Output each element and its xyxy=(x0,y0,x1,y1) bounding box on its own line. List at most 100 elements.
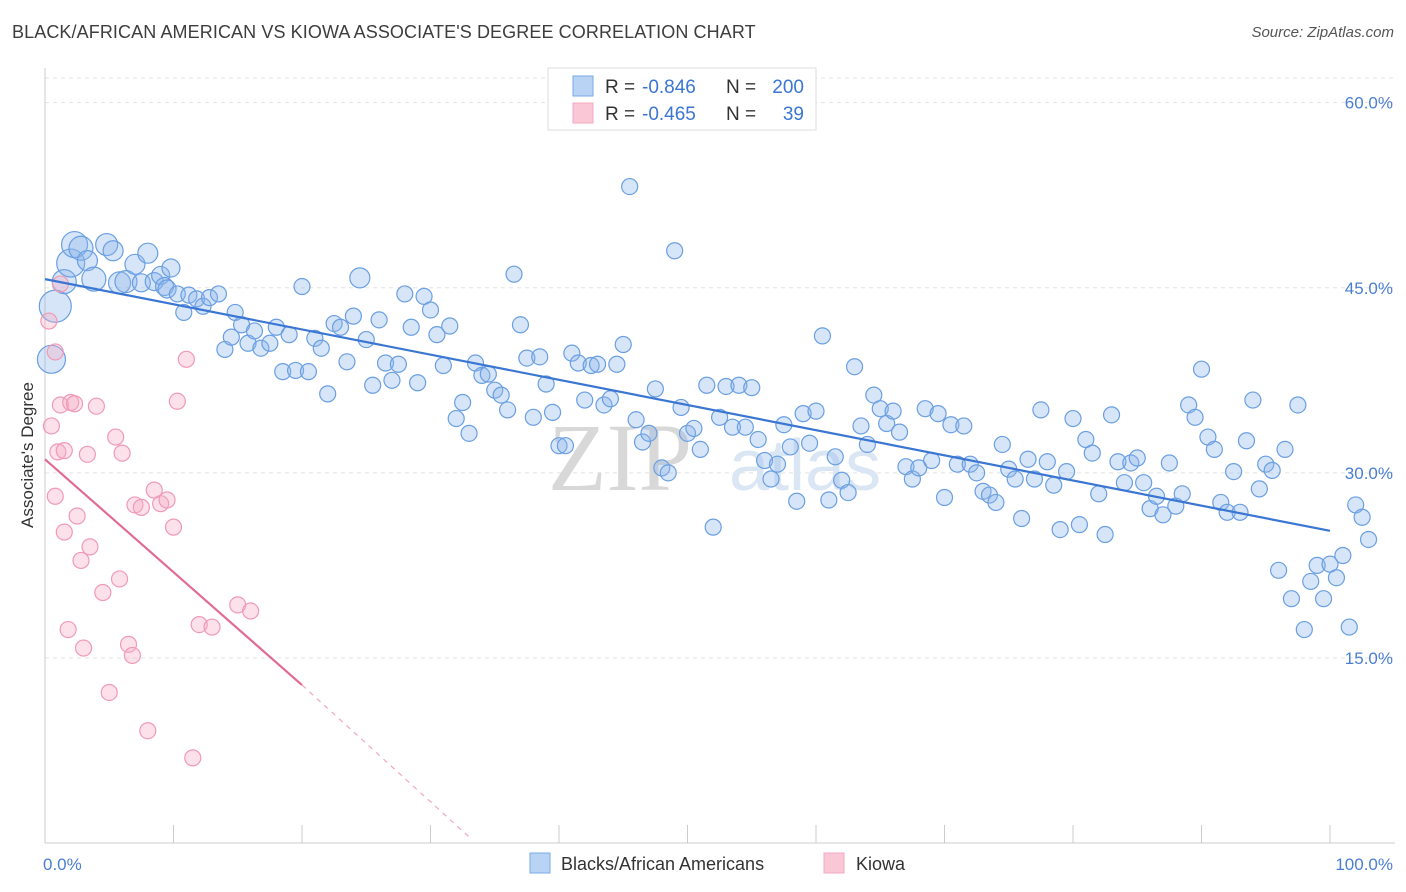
data-point-blacks xyxy=(56,248,86,278)
data-point-blacks xyxy=(1225,463,1243,481)
bottom-legend-label-blue: Blacks/African Americans xyxy=(561,854,764,874)
data-point-blacks xyxy=(1083,444,1101,462)
data-point-blacks xyxy=(524,408,542,426)
data-point-blacks xyxy=(614,335,632,354)
data-point-blacks xyxy=(1154,506,1172,524)
data-point-kiowa xyxy=(203,618,221,636)
data-point-blacks xyxy=(871,400,889,418)
data-point-blacks xyxy=(755,451,774,470)
data-point-blacks xyxy=(1314,590,1333,608)
data-point-kiowa xyxy=(51,396,70,414)
data-point-blacks xyxy=(1025,470,1044,488)
data-point-blacks xyxy=(1359,530,1378,549)
y-tick-label: 45.0% xyxy=(1345,279,1393,298)
data-point-blacks xyxy=(1327,569,1346,587)
data-point-blacks xyxy=(299,363,318,381)
x-tick-label: 100.0% xyxy=(1335,855,1393,874)
data-point-kiowa xyxy=(123,646,141,665)
data-point-blacks xyxy=(781,438,799,456)
data-point-blacks xyxy=(376,354,395,372)
data-point-blacks xyxy=(1353,508,1371,526)
tick-labels: 15.0% 30.0% 45.0% 60.0% 0.0% 100.0% xyxy=(43,94,1393,874)
data-point-blacks xyxy=(1282,590,1301,608)
data-point-blacks xyxy=(473,366,491,384)
data-point-kiowa xyxy=(81,538,99,556)
data-point-blacks xyxy=(646,380,664,398)
data-point-blacks xyxy=(370,311,388,329)
data-point-blacks xyxy=(1334,546,1352,565)
data-point-blacks xyxy=(1102,406,1121,424)
data-point-blacks xyxy=(601,390,620,408)
data-point-blacks xyxy=(1051,520,1069,539)
data-point-kiowa xyxy=(177,350,195,368)
data-point-blacks xyxy=(730,376,748,394)
legend-r-value-1: -0.846 xyxy=(642,77,696,98)
data-point-blacks xyxy=(820,491,838,509)
data-point-blacks xyxy=(749,430,767,449)
data-point-blacks xyxy=(95,232,119,257)
data-point-blacks xyxy=(245,322,264,340)
data-point-kiowa xyxy=(168,392,186,410)
data-point-kiowa xyxy=(242,602,260,620)
correlation-legend: R = -0.846 N = 200 R = -0.465 N = 39 xyxy=(547,67,817,131)
data-point-kiowa xyxy=(94,583,112,602)
data-point-blacks xyxy=(916,400,934,418)
data-point-kiowa xyxy=(46,487,64,505)
data-point-blacks xyxy=(389,355,407,373)
data-point-blacks xyxy=(666,242,684,260)
data-point-blacks xyxy=(993,435,1011,454)
grid-lines xyxy=(45,77,1395,659)
data-point-kiowa xyxy=(40,312,58,330)
data-point-blacks xyxy=(768,455,787,473)
data-point-blacks xyxy=(576,391,594,409)
data-point-blacks xyxy=(1128,449,1146,467)
data-point-blacks xyxy=(1205,440,1223,458)
data-point-blacks xyxy=(1302,572,1320,591)
trend-line-kiowa-extension xyxy=(301,684,470,838)
trend-line-kiowa xyxy=(44,458,303,686)
data-point-blacks xyxy=(1032,401,1050,419)
data-point-blacks xyxy=(929,405,947,423)
data-point-blacks xyxy=(1237,432,1256,450)
data-point-blacks xyxy=(884,402,902,420)
data-point-blacks xyxy=(1269,561,1288,579)
data-point-kiowa xyxy=(65,395,84,413)
data-point-blacks xyxy=(704,518,722,536)
data-point-blacks xyxy=(717,377,735,396)
data-point-blacks xyxy=(137,242,159,264)
data-point-kiowa xyxy=(110,570,129,588)
data-point-blacks xyxy=(543,403,562,421)
data-point-blacks xyxy=(845,358,864,376)
data-point-blacks xyxy=(1160,454,1178,472)
data-point-blacks xyxy=(518,349,536,367)
legend-swatch-blue xyxy=(572,75,594,97)
data-point-blacks xyxy=(114,269,138,294)
data-point-blacks xyxy=(800,434,819,452)
data-point-blacks xyxy=(1244,391,1262,409)
data-point-blacks xyxy=(935,488,954,507)
data-point-kiowa xyxy=(107,428,125,446)
data-point-blacks xyxy=(711,408,729,426)
data-point-blacks xyxy=(383,371,401,389)
data-point-blacks xyxy=(293,277,311,296)
data-point-kiowa xyxy=(139,722,157,740)
data-point-blacks xyxy=(550,437,568,455)
data-point-blacks xyxy=(1090,485,1108,503)
data-point-blacks xyxy=(1115,474,1134,492)
data-point-blacks xyxy=(68,235,94,261)
data-point-blacks xyxy=(807,402,825,420)
data-point-kiowa xyxy=(72,551,90,570)
legend-r-value-2: -0.465 xyxy=(642,104,696,125)
y-tick-label: 60.0% xyxy=(1345,94,1393,113)
data-point-kiowa xyxy=(68,507,86,525)
data-point-blacks xyxy=(1019,450,1037,468)
data-point-blacks xyxy=(691,440,709,458)
series-kiowa-points xyxy=(40,275,260,767)
data-point-blacks xyxy=(511,316,530,334)
data-point-blacks xyxy=(499,401,517,419)
data-point-blacks xyxy=(209,285,228,303)
data-point-blacks xyxy=(454,393,472,412)
data-point-blacks xyxy=(1045,476,1063,494)
data-point-blacks xyxy=(813,327,832,345)
